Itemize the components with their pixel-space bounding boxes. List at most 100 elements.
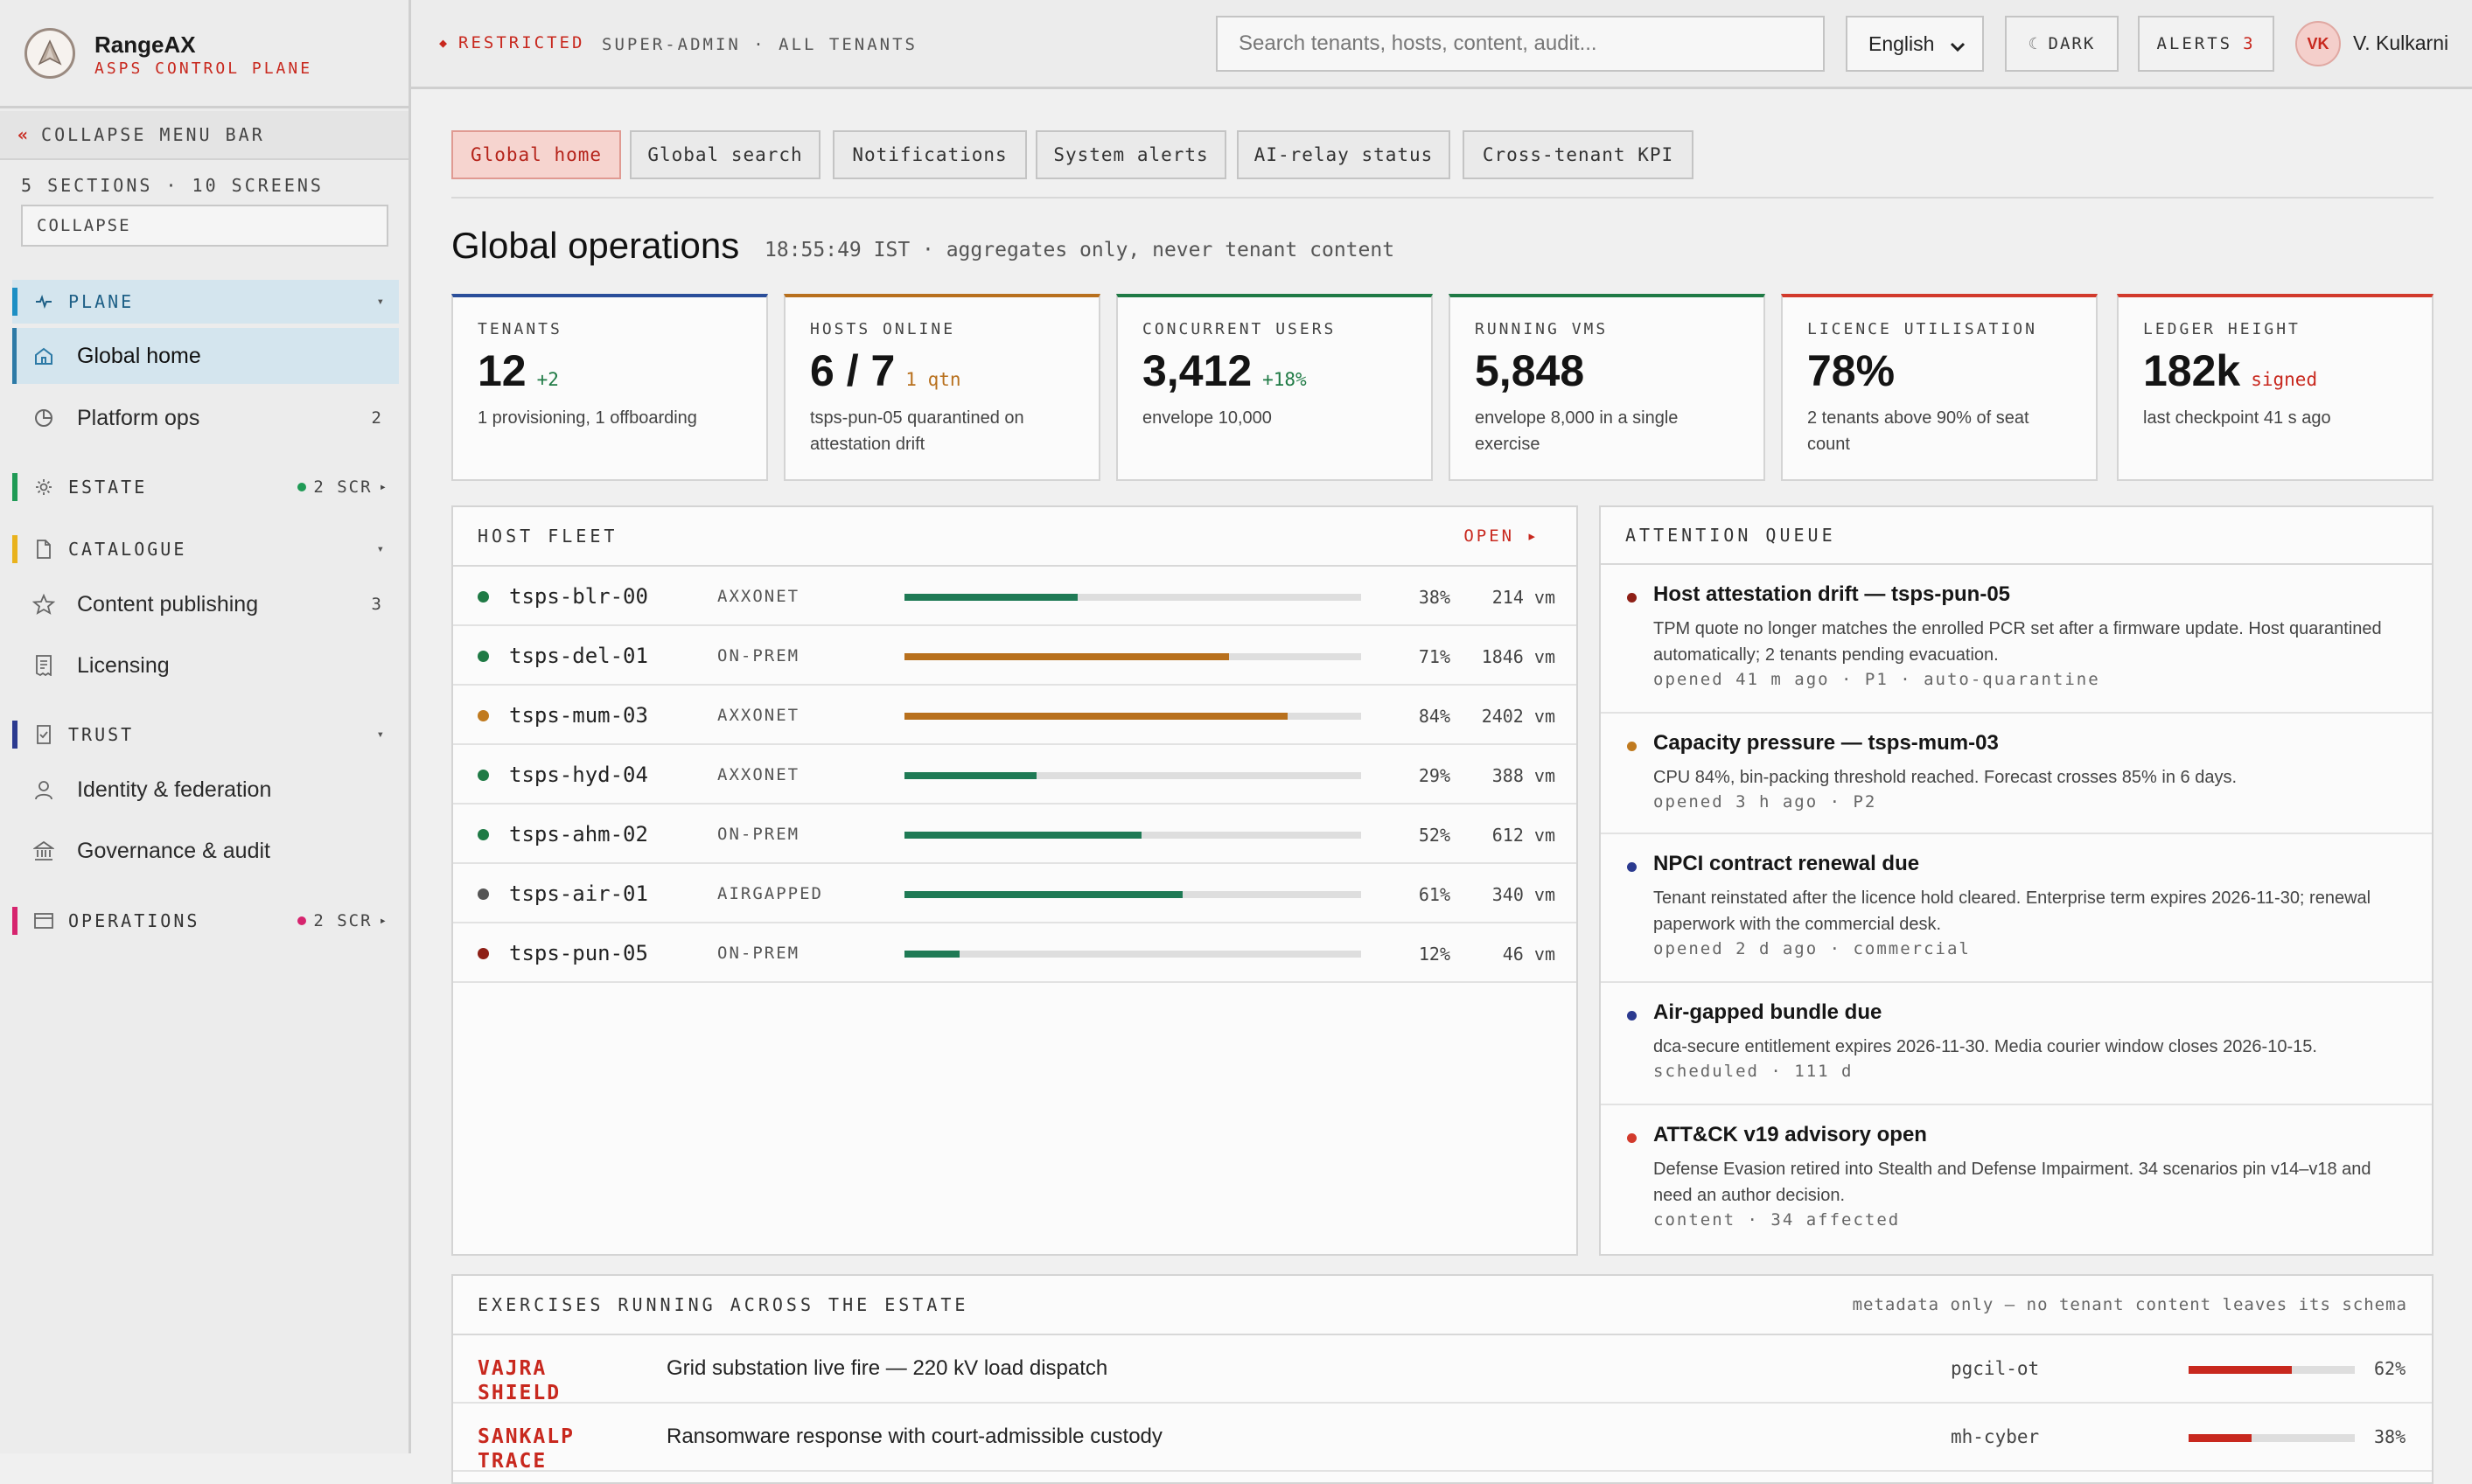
brand-subtitle: ASPS CONTROL PLANE bbox=[94, 59, 313, 78]
vm-unit: vm bbox=[1533, 706, 1555, 727]
table-row[interactable]: SANKALP TRACE Ransomware response with co… bbox=[453, 1404, 2432, 1473]
kpi-note: tsps-pun-05 quarantined on attestation d… bbox=[810, 408, 1024, 454]
kpi-card-concurrent-users[interactable]: CONCURRENT USERS 3,412 +18% envelope 10,0… bbox=[1116, 294, 1433, 481]
tab-cross-tenant-kpi[interactable]: Cross-tenant KPI bbox=[1463, 130, 1693, 179]
queue-item[interactable]: Air-gapped bundle due dca-secure entitlem… bbox=[1601, 983, 2432, 1105]
utilisation-percent: 38% bbox=[1418, 587, 1450, 608]
kpi-card-hosts-online[interactable]: HOSTS ONLINE 6 / 7 1 qtn tsps-pun-05 quar… bbox=[784, 294, 1100, 481]
brand-logo-icon[interactable] bbox=[24, 28, 75, 79]
receipt-icon bbox=[31, 655, 56, 676]
language-select[interactable]: English bbox=[1846, 16, 1984, 72]
vm-unit: vm bbox=[1533, 944, 1555, 965]
home-icon bbox=[31, 346, 56, 366]
sidebar-item-global-home[interactable]: Global home bbox=[12, 328, 399, 384]
exercise-code: VAJRA SHIELD bbox=[478, 1357, 562, 1404]
attention-queue-panel: ATTENTION QUEUE Host attestation drift —… bbox=[1599, 505, 2434, 1256]
exercises-panel: EXERCISES RUNNING ACROSS THE ESTATE meta… bbox=[451, 1274, 2434, 1484]
tab-global-home[interactable]: Global home bbox=[451, 130, 621, 179]
host-name: tsps-del-01 bbox=[509, 644, 648, 668]
sidebar-item-label: Content publishing bbox=[77, 591, 259, 617]
vm-unit: vm bbox=[1533, 765, 1555, 786]
vm-unit: vm bbox=[1533, 646, 1555, 667]
table-row[interactable]: tsps-air-01 AIRGAPPED 61% 340 vm bbox=[453, 864, 1576, 923]
tab-system-alerts[interactable]: System alerts bbox=[1036, 130, 1226, 179]
collapse-menu-button[interactable]: « COLLAPSE MENU BAR bbox=[0, 111, 409, 160]
section-screen-count: 2 SCR bbox=[313, 911, 373, 930]
tab-global-search[interactable]: Global search bbox=[630, 130, 821, 179]
section-plane[interactable]: PLANE ▾ bbox=[12, 280, 399, 324]
utilisation-percent: 12% bbox=[1418, 944, 1450, 965]
vm-count-value: 2402 bbox=[1481, 706, 1524, 727]
priority-dot bbox=[1627, 862, 1637, 872]
kpi-note: envelope 10,000 bbox=[1142, 408, 1272, 428]
user-name[interactable]: V. Kulkarni bbox=[2353, 31, 2449, 54]
progress-bar bbox=[2189, 1434, 2355, 1442]
progress-percent: 38% bbox=[2374, 1426, 2406, 1447]
kpi-card-licence-utilisation[interactable]: LICENCE UTILISATION 78% 2 tenants above … bbox=[1781, 294, 2098, 481]
tenant-id: mh-cyber bbox=[1951, 1426, 2040, 1447]
dark-label: DARK bbox=[2048, 34, 2096, 53]
alerts-count: 3 bbox=[2243, 34, 2256, 53]
table-row[interactable]: tsps-ahm-02 ON-PREM 52% 612 vm bbox=[453, 805, 1576, 864]
section-label: CATALOGUE bbox=[68, 539, 187, 560]
host-kind: AXXONET bbox=[717, 765, 800, 784]
section-label: TRUST bbox=[68, 724, 135, 745]
sidebar-item-governance-audit[interactable]: Governance & audit bbox=[12, 823, 399, 879]
sidebar: RangeAX ASPS CONTROL PLANE « COLLAPSE ME… bbox=[0, 0, 411, 1453]
host-kind: AIRGAPPED bbox=[717, 884, 823, 903]
tab-ai-relay-status[interactable]: AI-relay status bbox=[1237, 130, 1450, 179]
diamond-icon: ◆ bbox=[439, 35, 450, 51]
table-row[interactable]: VAJRA SHIELD Grid substation live fire — … bbox=[453, 1335, 2432, 1404]
collapse-menu-label: COLLAPSE MENU BAR bbox=[41, 124, 265, 145]
item-count: 2 bbox=[371, 408, 381, 428]
alerts-button[interactable]: ALERTS 3 bbox=[2138, 16, 2274, 72]
queue-list: Host attestation drift — tsps-pun-05 TPM … bbox=[1601, 565, 2432, 1251]
panel-title: HOST FLEET bbox=[478, 526, 618, 547]
queue-item[interactable]: Capacity pressure — tsps-mum-03 CPU 84%, … bbox=[1601, 714, 2432, 834]
avatar[interactable]: VK bbox=[2295, 21, 2341, 66]
sidebar-item-content-publishing[interactable]: Content publishing 3 bbox=[12, 576, 399, 632]
kpi-delta: signed bbox=[2251, 369, 2318, 390]
queue-item[interactable]: Host attestation drift — tsps-pun-05 TPM … bbox=[1601, 565, 2432, 714]
queue-item[interactable]: NPCI contract renewal due Tenant reinstat… bbox=[1601, 834, 2432, 983]
table-row[interactable]: tsps-mum-03 AXXONET 84% 2402 vm bbox=[453, 686, 1576, 745]
caret-down-icon: ▾ bbox=[376, 542, 387, 556]
section-trust[interactable]: TRUST ▾ bbox=[12, 713, 399, 756]
utilisation-percent: 84% bbox=[1418, 706, 1450, 727]
dark-mode-button[interactable]: ☾ DARK bbox=[2005, 16, 2119, 72]
host-name: tsps-blr-00 bbox=[509, 584, 648, 609]
queue-item[interactable]: ATT&CK v19 advisory open Defense Evasion … bbox=[1601, 1105, 2432, 1251]
global-search-input[interactable] bbox=[1216, 16, 1825, 72]
kpi-note: 2 tenants above 90% of seat count bbox=[1807, 408, 2029, 454]
kpi-card-tenants[interactable]: TENANTS 12 +2 1 provisioning, 1 offboardi… bbox=[451, 294, 768, 481]
table-row[interactable]: tsps-blr-00 AXXONET 38% 214 vm bbox=[453, 567, 1576, 626]
collapse-field[interactable]: COLLAPSE bbox=[21, 205, 388, 247]
divider bbox=[451, 197, 2434, 199]
sidebar-item-platform-ops[interactable]: Platform ops 2 bbox=[12, 390, 399, 446]
kpi-note: last checkpoint 41 s ago bbox=[2143, 408, 2331, 428]
section-estate[interactable]: ESTATE 2 SCR ▸ bbox=[12, 465, 399, 509]
section-catalogue[interactable]: CATALOGUE ▾ bbox=[12, 527, 399, 571]
section-operations[interactable]: OPERATIONS 2 SCR ▸ bbox=[12, 899, 399, 943]
sidebar-item-licensing[interactable]: Licensing bbox=[12, 637, 399, 693]
queue-item-meta: opened 3 h ago · P2 bbox=[1653, 792, 1877, 812]
open-fleet-link[interactable]: OPEN ▸ bbox=[1463, 526, 1540, 546]
kpi-card-ledger-height[interactable]: LEDGER HEIGHT 182k signed last checkpoint… bbox=[2117, 294, 2434, 481]
sidebar-item-identity-federation[interactable]: Identity & federation bbox=[12, 762, 399, 818]
table-row[interactable]: tsps-pun-05 ON-PREM 12% 46 vm bbox=[453, 923, 1576, 983]
vm-count: 2402 vm bbox=[1468, 706, 1555, 727]
kpi-value: 3,412 bbox=[1142, 346, 1253, 395]
status-dot bbox=[297, 483, 307, 491]
table-row[interactable]: tsps-del-01 ON-PREM 71% 1846 vm bbox=[453, 626, 1576, 686]
sections-summary: 5 SECTIONS · 10 SCREENS bbox=[21, 175, 324, 196]
table-row[interactable]: tsps-hyd-04 AXXONET 29% 388 vm bbox=[453, 745, 1576, 805]
pie-chart-icon bbox=[31, 408, 56, 428]
tab-notifications[interactable]: Notifications bbox=[833, 130, 1027, 179]
section-label: ESTATE bbox=[68, 477, 148, 498]
vm-unit: vm bbox=[1533, 884, 1555, 905]
status-dot bbox=[478, 948, 489, 959]
kpi-card-running-vms[interactable]: RUNNING VMS 5,848 envelope 8,000 in a si… bbox=[1449, 294, 1765, 481]
progress-bar bbox=[2189, 1366, 2355, 1374]
vm-count: 388 vm bbox=[1468, 765, 1555, 786]
queue-item-description: TPM quote no longer matches the enrolled… bbox=[1653, 619, 2382, 665]
